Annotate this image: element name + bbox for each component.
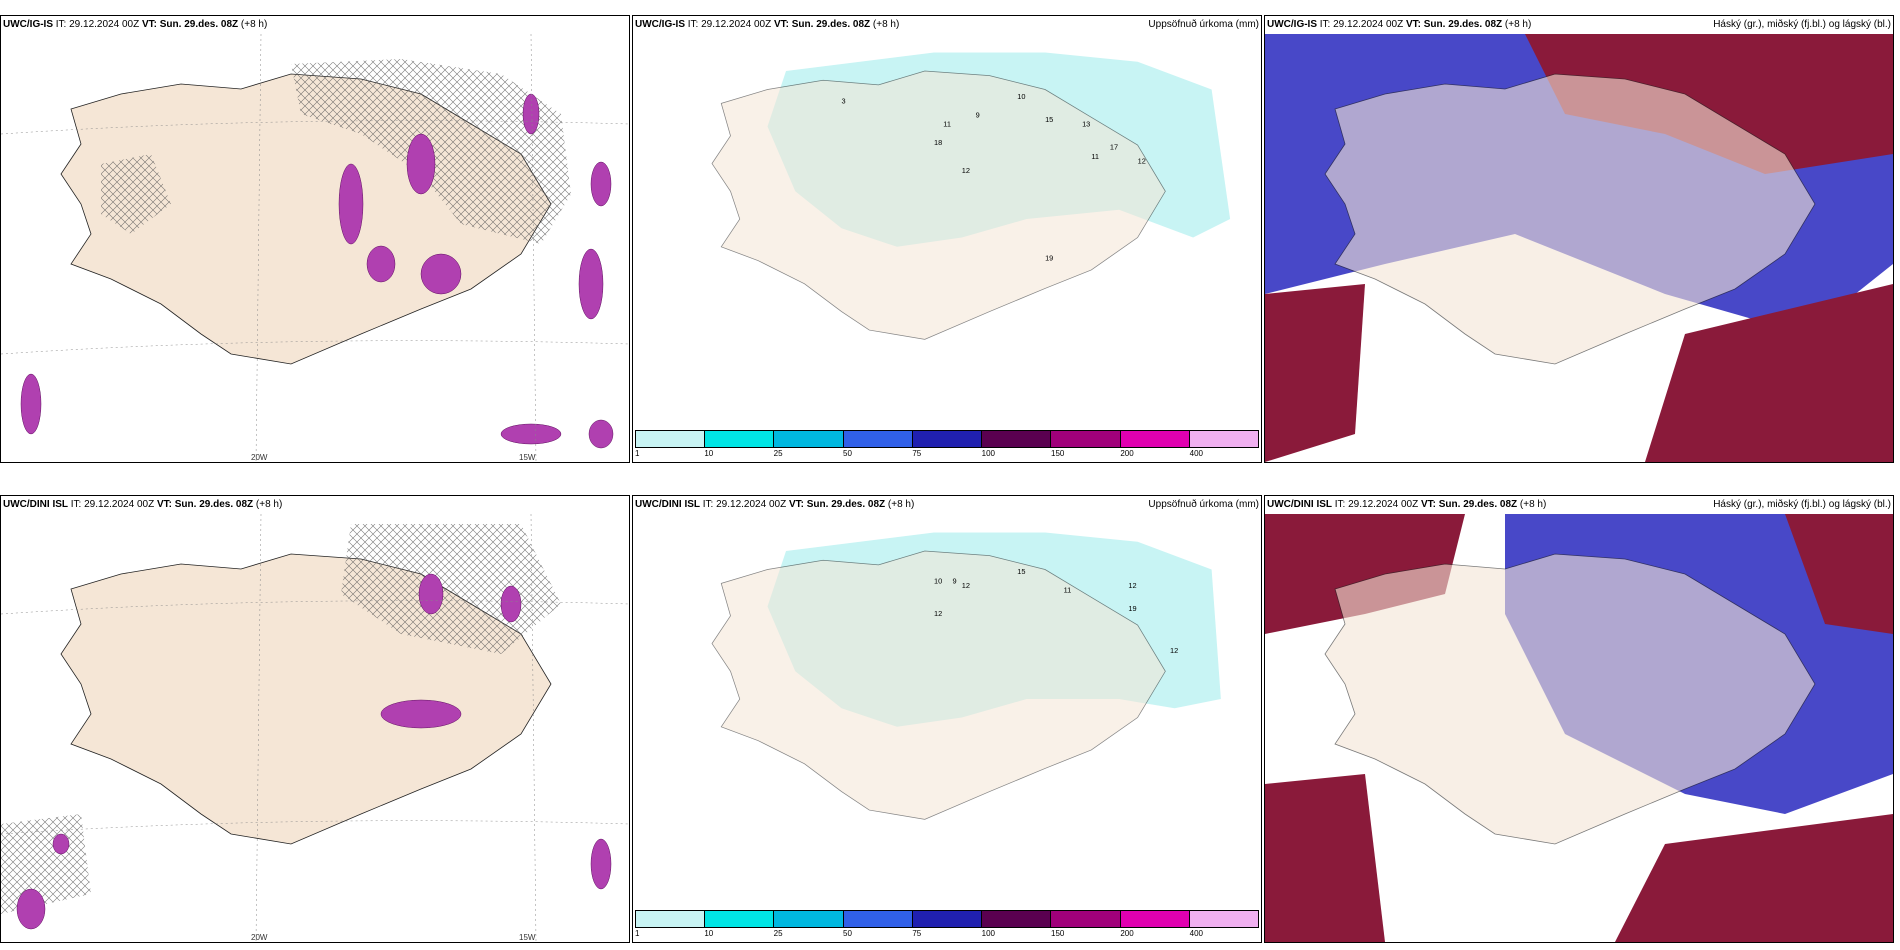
panel-header: UWC/IG-IS IT: 29.12.2024 00Z VT: Sun. 29… — [3, 19, 268, 30]
precip-colorbar: 1 10 25 50 75 100 150 200 400 — [635, 430, 1259, 460]
cloud-panel-bottom: UWC/DINI ISL IT: 29.12.2024 00Z VT: Sun.… — [1264, 495, 1894, 943]
panel-header: UWC/DINI ISL IT: 29.12.2024 00Z VT: Sun.… — [3, 499, 283, 510]
panel-header: UWC/IG-IS IT: 29.12.2024 00Z VT: Sun. 29… — [635, 19, 900, 30]
lon-label-15w: 15W — [519, 933, 536, 942]
precip-panel-bottom: UWC/DINI ISL IT: 29.12.2024 00Z VT: Sun.… — [632, 495, 1262, 943]
colorbar-swatch — [636, 431, 706, 447]
colorbar-swatch — [705, 431, 775, 447]
svg-text:12: 12 — [934, 609, 942, 618]
svg-text:10: 10 — [1017, 92, 1025, 101]
colorbar-swatch — [912, 911, 983, 927]
iceland-land — [1324, 553, 1816, 845]
svg-text:9: 9 — [976, 110, 980, 119]
colorbar-swatch — [982, 911, 1052, 927]
panel-title: Uppsöfnuð úrkoma (mm) — [1148, 19, 1259, 30]
iceland-land — [711, 550, 1166, 820]
svg-text:12: 12 — [1170, 646, 1178, 655]
cloud-map-bottom — [1265, 514, 1893, 942]
colorbar-swatch — [705, 911, 775, 927]
colorbar-label: 50 — [843, 929, 852, 938]
colorbar-swatch — [843, 431, 913, 447]
svg-text:19: 19 — [1045, 254, 1053, 263]
colorbar-swatch — [774, 911, 844, 927]
colorbar-label: 75 — [912, 449, 922, 458]
colorbar-label: 25 — [773, 929, 783, 938]
cloud-map-top — [1265, 34, 1893, 462]
svg-text:15: 15 — [1017, 567, 1025, 576]
panel-header: UWC/DINI ISL IT: 29.12.2024 00Z VT: Sun.… — [1267, 499, 1547, 510]
svg-text:9: 9 — [953, 576, 957, 585]
colorbar-label: 75 — [912, 929, 922, 938]
iceland-land — [711, 70, 1166, 340]
svg-text:17: 17 — [1110, 143, 1118, 152]
colorbar-swatch — [1120, 911, 1190, 927]
colorbar-swatch — [912, 431, 983, 447]
svg-text:11: 11 — [943, 120, 951, 129]
colorbar-label: 100 — [981, 929, 996, 938]
svg-text:18: 18 — [934, 138, 942, 147]
iceland-land — [1324, 73, 1816, 365]
svg-text:11: 11 — [1064, 586, 1072, 595]
svg-text:13: 13 — [1082, 120, 1090, 129]
svg-text:3: 3 — [842, 96, 846, 105]
colorbar-swatch — [1120, 431, 1190, 447]
wind-precip-panel-top: UWC/IG-IS IT: 29.12.2024 00Z VT: Sun. 29… — [0, 15, 630, 463]
svg-text:12: 12 — [962, 166, 970, 175]
panel-header: UWC/IG-IS IT: 29.12.2024 00Z VT: Sun. 29… — [1267, 19, 1532, 30]
lon-label-20w: 20W — [251, 453, 268, 462]
svg-text:10: 10 — [934, 576, 942, 585]
precip-panel-top: UWC/IG-IS IT: 29.12.2024 00Z VT: Sun. 29… — [632, 15, 1262, 463]
colorbar-label: 400 — [1189, 929, 1204, 938]
colorbar-label: 200 — [1120, 929, 1134, 938]
wind-map-top: 20W 15W — [1, 34, 629, 462]
colorbar-label: 25 — [773, 449, 783, 458]
svg-text:19: 19 — [1128, 604, 1136, 613]
colorbar-label: 10 — [704, 449, 714, 458]
panel-title: Háský (gr.), miðský (fj.bl.) og lágský (… — [1713, 19, 1891, 30]
svg-text:12: 12 — [962, 581, 970, 590]
panel-title: Uppsöfnuð úrkoma (mm) — [1148, 499, 1259, 510]
colorbar-label: 10 — [704, 929, 714, 938]
colorbar-label: 1 — [635, 929, 640, 938]
svg-text:12: 12 — [1138, 157, 1146, 166]
svg-text:15: 15 — [1045, 115, 1053, 124]
svg-text:12: 12 — [1128, 581, 1136, 590]
lon-label-15w: 15W — [519, 453, 536, 462]
panel-header: UWC/DINI ISL IT: 29.12.2024 00Z VT: Sun.… — [635, 499, 915, 510]
svg-text:11: 11 — [1091, 152, 1099, 161]
precip-map-bottom: 10 9 12 15 11 12 19 12 12 — [656, 514, 1238, 881]
colorbar-label: 400 — [1189, 449, 1204, 458]
colorbar-swatch — [1189, 911, 1258, 927]
precip-colorbar: 1 10 25 50 75 100 150 200 400 — [635, 910, 1259, 940]
colorbar-swatch — [636, 911, 706, 927]
colorbar-label: 100 — [981, 449, 996, 458]
colorbar-swatch — [982, 431, 1052, 447]
colorbar-label: 150 — [1051, 929, 1065, 938]
colorbar-label: 1 — [635, 449, 640, 458]
wind-map-bottom: 20W 15W — [1, 514, 629, 942]
colorbar-label: 150 — [1051, 449, 1065, 458]
colorbar-swatch — [1051, 431, 1121, 447]
colorbar-swatch — [843, 911, 913, 927]
colorbar-swatch — [1189, 431, 1258, 447]
lon-label-20w: 20W — [251, 933, 268, 942]
wind-precip-panel-bottom: UWC/DINI ISL IT: 29.12.2024 00Z VT: Sun.… — [0, 495, 630, 943]
cloud-panel-top: UWC/IG-IS IT: 29.12.2024 00Z VT: Sun. 29… — [1264, 15, 1894, 463]
panel-title: Háský (gr.), miðský (fj.bl.) og lágský (… — [1713, 499, 1891, 510]
colorbar-label: 200 — [1120, 449, 1134, 458]
colorbar-swatch — [774, 431, 844, 447]
colorbar-swatch — [1051, 911, 1121, 927]
colorbar-label: 50 — [843, 449, 852, 458]
